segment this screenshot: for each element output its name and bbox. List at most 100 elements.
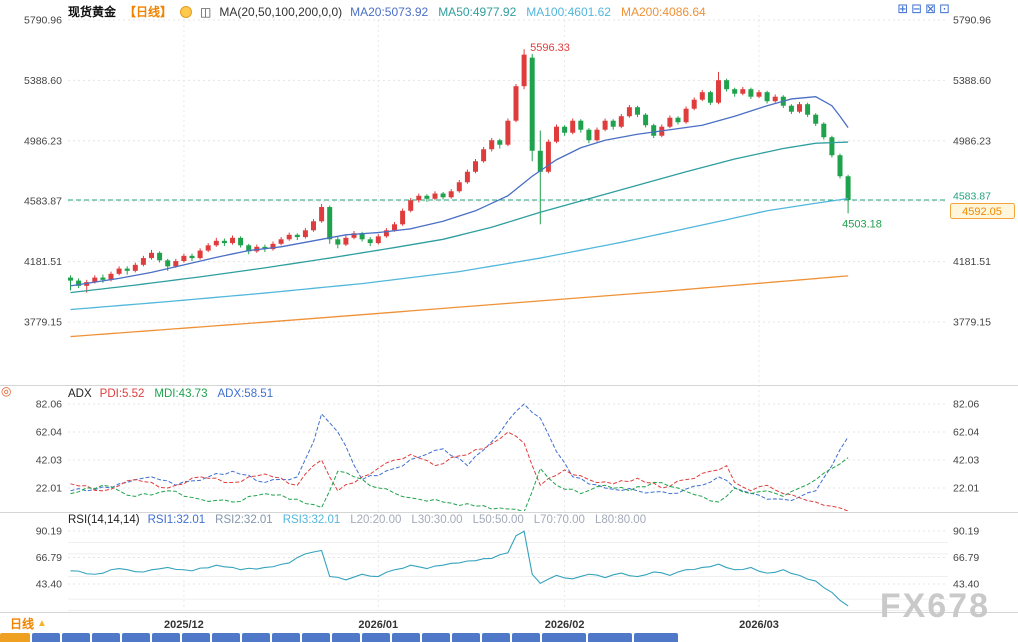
period-toolbar-tab[interactable] xyxy=(62,633,90,642)
active-period-tab[interactable]: 日线 ▲ xyxy=(10,615,47,632)
period-tag: 【日线】 xyxy=(124,5,173,19)
svg-text:66.79: 66.79 xyxy=(953,552,979,564)
svg-text:4583.87: 4583.87 xyxy=(953,191,991,203)
four-pane-layout-icon[interactable]: ⊞ xyxy=(897,1,909,16)
svg-text:4181.51: 4181.51 xyxy=(24,256,62,268)
high-annotation: 5596.33 xyxy=(530,42,570,54)
ma-values: MA20:5073.92 MA50:4977.92 MA100:4601.62 MA2… xyxy=(350,5,706,19)
rsi-value-label: RSI2:32.01 xyxy=(215,514,273,526)
period-toolbar-tab[interactable] xyxy=(422,633,450,642)
current-price-badge: 4592.05 xyxy=(950,203,1015,219)
svg-text:4592.05: 4592.05 xyxy=(962,206,1002,218)
period-toolbar-tab[interactable] xyxy=(512,633,540,642)
period-toolbar-tab[interactable] xyxy=(452,633,480,642)
crosshair-marker-icon[interactable]: ◎ xyxy=(1,384,12,398)
svg-text:3779.15: 3779.15 xyxy=(24,317,62,329)
svg-text:4583.87: 4583.87 xyxy=(24,196,62,208)
svg-text:22.01: 22.01 xyxy=(36,483,62,495)
up-triangle-icon: ▲ xyxy=(37,618,47,629)
rsi-value-label: L50:50.00 xyxy=(472,514,524,526)
price-annotations: 5596.33 4503.18 xyxy=(530,42,882,230)
period-toolbar-tab[interactable] xyxy=(272,633,300,642)
candlesticks xyxy=(68,49,851,293)
period-toolbar-tab[interactable] xyxy=(482,633,510,642)
period-toolbar-tab[interactable] xyxy=(92,633,120,642)
svg-text:5790.96: 5790.96 xyxy=(953,15,991,27)
period-toolbar-tab[interactable] xyxy=(588,633,632,642)
period-toolbar-tab[interactable] xyxy=(362,633,390,642)
ma-value-label: MA100:4601.62 xyxy=(526,4,611,19)
svg-text:4181.51: 4181.51 xyxy=(953,256,991,268)
MA50-line xyxy=(70,141,849,294)
adx-header: ADX PDI:5.52 MDI:43.73 ADX:58.51 xyxy=(68,388,273,400)
alert-icon[interactable] xyxy=(180,5,193,18)
symbol-name: 现货黄金 xyxy=(68,5,117,19)
svg-text:5790.96: 5790.96 xyxy=(24,15,62,27)
rsi-value-label: RSI1:32.01 xyxy=(147,514,206,526)
adx-values: PDI:5.52 MDI:43.73 ADX:58.51 xyxy=(100,388,273,400)
MA200-line xyxy=(70,275,849,338)
chart-type-icon[interactable]: ◫ xyxy=(200,4,212,19)
single-pane-layout-icon[interactable]: ⊡ xyxy=(939,1,950,16)
rsi-value-label: L80:80.00 xyxy=(594,514,647,526)
two-pane-layout-icon[interactable]: ⊟ xyxy=(911,1,923,16)
svg-text:2025/12: 2025/12 xyxy=(164,619,204,631)
period-toolbar-tab[interactable] xyxy=(152,633,180,642)
PDI-line xyxy=(70,431,849,511)
svg-text:43.40: 43.40 xyxy=(36,579,62,591)
svg-text:4986.23: 4986.23 xyxy=(953,135,991,147)
adx-value-label: MDI:43.73 xyxy=(154,388,208,400)
period-toolbar-tab[interactable] xyxy=(182,633,210,642)
bottom-toolbar xyxy=(0,633,678,642)
period-toolbar-tab[interactable] xyxy=(392,633,420,642)
svg-text:4986.23: 4986.23 xyxy=(24,135,62,147)
axis-labels: 5790.96 5790.96 5388.60 5388.60 4986.23 4986.… xyxy=(24,15,991,591)
period-toolbar-tab[interactable] xyxy=(634,633,678,642)
main-chart-header: 现货黄金 【日线】 ◫ MA(20,50,100,200,0,0) MA20:5… xyxy=(68,3,706,20)
svg-text:2026/01: 2026/01 xyxy=(358,619,398,631)
svg-text:3779.15: 3779.15 xyxy=(953,317,991,329)
adx-lines xyxy=(70,403,849,511)
period-toolbar-tab[interactable] xyxy=(332,633,360,642)
gridlines xyxy=(0,15,1018,613)
watermark: FX678 xyxy=(879,587,990,625)
period-toolbar-tab[interactable] xyxy=(32,633,60,642)
ADX-line xyxy=(70,403,849,502)
svg-text:22.01: 22.01 xyxy=(953,483,979,495)
svg-text:5388.60: 5388.60 xyxy=(953,75,991,87)
svg-text:42.03: 42.03 xyxy=(36,454,62,466)
period-toolbar-tab[interactable] xyxy=(212,633,240,642)
layout-icons: ⊞ ⊟ ⊠ ⊡ xyxy=(897,2,950,16)
ma-value-label: MA200:4086.64 xyxy=(620,4,706,19)
rsi-value-label: L30:30.00 xyxy=(411,514,463,526)
svg-text:62.04: 62.04 xyxy=(36,427,62,439)
grid-layout-icon[interactable]: ⊠ xyxy=(925,1,937,16)
period-toolbar-tab[interactable] xyxy=(542,633,586,642)
svg-text:62.04: 62.04 xyxy=(953,427,979,439)
period-toolbar-tab[interactable] xyxy=(302,633,330,642)
RSI-line xyxy=(70,530,849,607)
svg-text:82.06: 82.06 xyxy=(953,399,979,411)
adx-value-label: PDI:5.52 xyxy=(99,388,145,400)
rsi-values: RSI1:32.01 RSI2:32.01 RSI3:32.01 L20:20.00 L… xyxy=(148,514,647,526)
MDI-line xyxy=(70,457,849,511)
svg-text:5388.60: 5388.60 xyxy=(24,75,62,87)
svg-text:43.40: 43.40 xyxy=(953,579,979,591)
svg-text:82.06: 82.06 xyxy=(36,399,62,411)
MA100-line xyxy=(70,197,849,311)
period-toolbar-tab[interactable] xyxy=(0,633,30,642)
ma-lines xyxy=(70,96,849,338)
svg-text:2026/02: 2026/02 xyxy=(545,619,585,631)
rsi-value-label: L70:70.00 xyxy=(533,514,585,526)
period-toolbar-tab[interactable] xyxy=(122,633,150,642)
svg-text:2026/03: 2026/03 xyxy=(739,619,779,631)
low-annotation: 4503.18 xyxy=(842,218,882,230)
svg-text:90.19: 90.19 xyxy=(953,526,979,538)
ma-params-label: MA(20,50,100,200,0,0) xyxy=(219,4,343,19)
period-toolbar-tab[interactable] xyxy=(242,633,270,642)
svg-text:90.19: 90.19 xyxy=(36,526,62,538)
ma-value-label: MA50:4977.92 xyxy=(438,4,517,19)
MA20-line xyxy=(70,96,849,287)
